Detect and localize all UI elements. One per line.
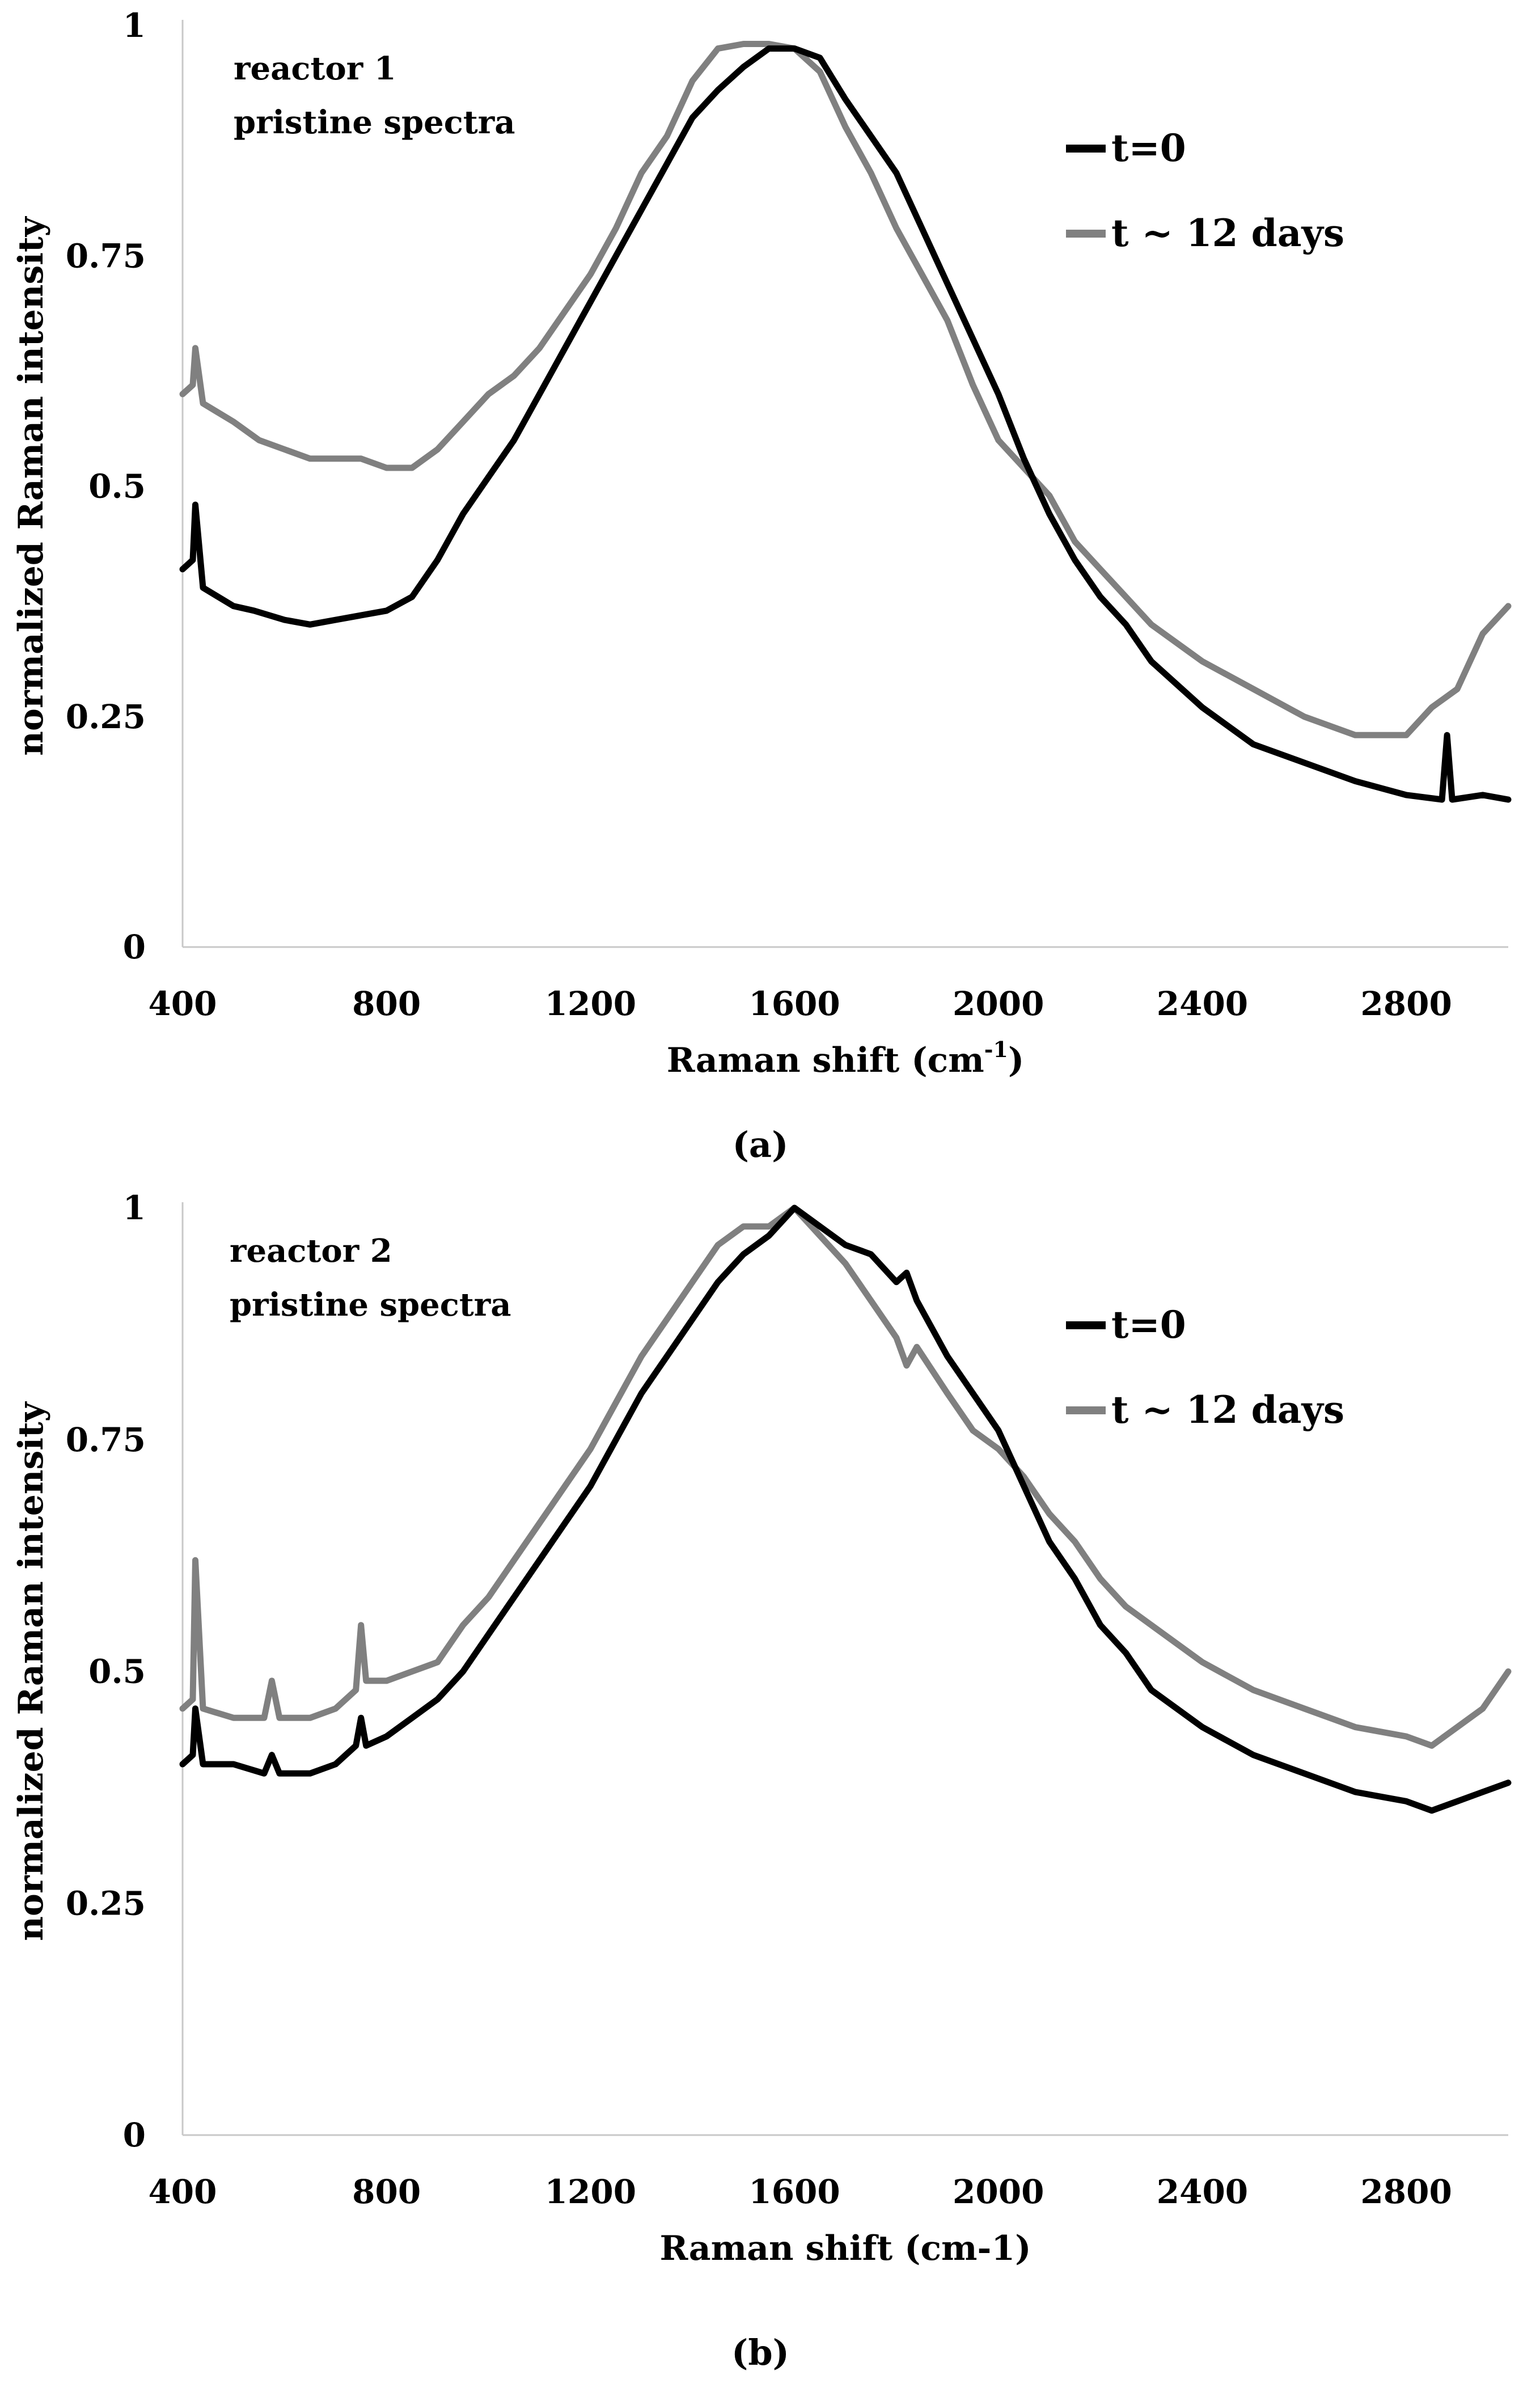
- x-tick-label: 1600: [748, 984, 840, 1023]
- x-tick-label: 2400: [1157, 2173, 1248, 2211]
- x-tick-label: 2800: [1360, 2173, 1452, 2211]
- y-tick-label: 0: [123, 928, 146, 966]
- y-tick-label: 0.25: [66, 1884, 146, 1922]
- x-tick-label: 400: [148, 984, 217, 1023]
- x-axis-label: Raman shift (cm-1): [667, 1037, 1025, 1080]
- x-tick-label: 2000: [953, 2173, 1044, 2211]
- x-axis-label: Raman shift (cm-1): [659, 2229, 1031, 2268]
- x-tick-label: 2800: [1360, 984, 1452, 1023]
- y-axis-label: normalized Raman intensity: [11, 215, 51, 755]
- chart-a-svg: 0 0.25 0.5 0.75 1 400 800 1200 1600 2000 2400 2800 n…: [11, 6, 1512, 1165]
- series-line-t0: [179, 1204, 1512, 1814]
- panel-label: (a): [733, 1124, 789, 1165]
- chart-b-svg: 0 0.25 0.5 0.75 1 400 800 1200 1600 2000 2400 2800 n…: [11, 1189, 1512, 2373]
- y-tick-label: 0.5: [88, 1652, 146, 1691]
- y-tick-label: 0.75: [66, 236, 146, 275]
- legend-label: t ~ 12 days: [1111, 1388, 1344, 1432]
- legend-label: t=0: [1111, 126, 1186, 170]
- legend-label: t=0: [1111, 1303, 1186, 1347]
- x-tick-label: 1600: [748, 2173, 840, 2211]
- chart-b: 0 0.25 0.5 0.75 1 400 800 1200 1600 2000 2400 2800 n…: [0, 1182, 1540, 2388]
- y-tick-label: 0.75: [66, 1421, 146, 1459]
- chart-annotation-line: reactor 2: [230, 1232, 392, 1270]
- x-tick-label: 2000: [953, 984, 1044, 1023]
- x-tick-label: 1200: [545, 984, 636, 1023]
- chart-annotation-line: pristine spectra: [230, 1286, 511, 1324]
- x-tick-label: 800: [352, 2173, 421, 2211]
- x-tick-label: 400: [148, 2173, 217, 2211]
- y-tick-label: 1: [123, 1189, 146, 1227]
- x-tick-label: 800: [352, 984, 421, 1023]
- series-line-t0: [179, 45, 1512, 803]
- y-tick-label: 0: [123, 2116, 146, 2154]
- x-tick-label: 2400: [1157, 984, 1248, 1023]
- series-line-t12: [179, 1204, 1512, 1749]
- x-tick-label: 1200: [545, 2173, 636, 2211]
- y-tick-label: 0.25: [66, 698, 146, 736]
- y-tick-label: 1: [123, 6, 146, 45]
- series-line-t12: [179, 41, 1512, 738]
- chart-annotation-line: pristine spectra: [234, 104, 515, 141]
- chart-annotation-line: reactor 1: [234, 50, 396, 87]
- chart-a: 0 0.25 0.5 0.75 1 400 800 1200 1600 2000 2400 2800 n…: [0, 0, 1540, 1191]
- legend-label: t ~ 12 days: [1111, 211, 1344, 255]
- panel-label: (b): [731, 2332, 789, 2373]
- y-tick-label: 0.5: [88, 467, 146, 506]
- y-axis-label: normalized Raman intensity: [11, 1401, 51, 1941]
